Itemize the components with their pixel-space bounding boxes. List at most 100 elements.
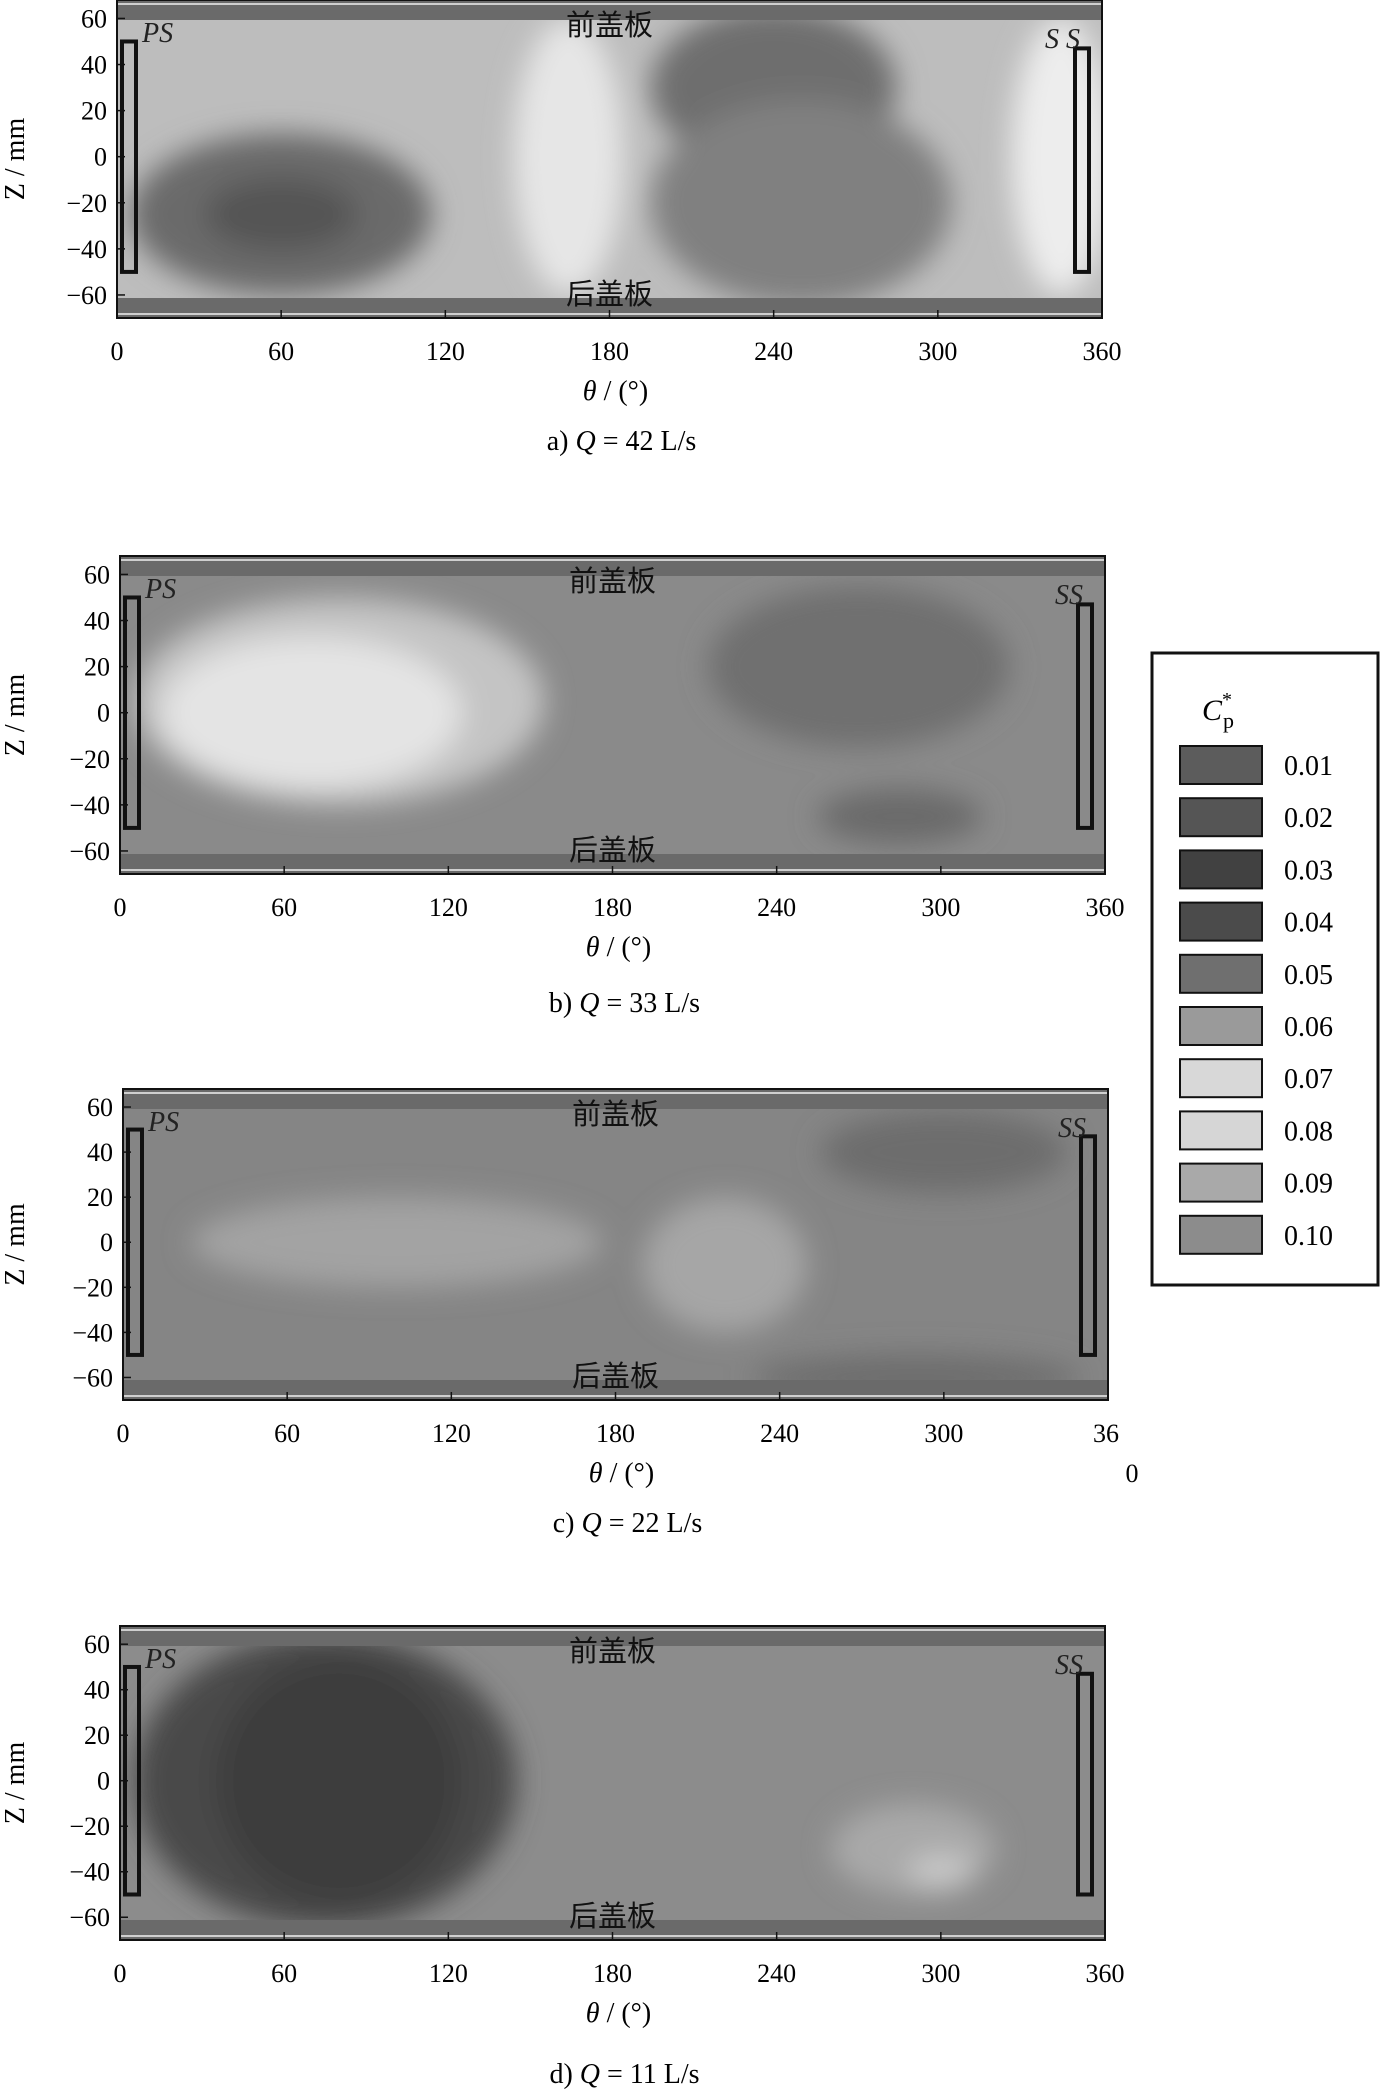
- y-tick-label: 60: [87, 1093, 113, 1122]
- y-tick-label: −60: [72, 1363, 113, 1392]
- contour-field: [123, 1089, 1108, 1400]
- x-tick-label: 300: [921, 893, 960, 922]
- rear-plate-label: 后盖板: [569, 1899, 656, 1933]
- x-tick-label: 120: [432, 1419, 471, 1448]
- x-tick-label: 0: [111, 337, 124, 366]
- legend-label: 0.09: [1284, 1169, 1333, 1200]
- y-axis-label: Z / mm: [0, 1742, 31, 1825]
- x-tick-label: 60: [271, 893, 297, 922]
- rear-plate-label: 后盖板: [569, 833, 656, 867]
- x-tick-label: 240: [757, 1959, 796, 1988]
- contour-region-3: [820, 1111, 1067, 1193]
- x-tick-label: 360: [1086, 1959, 1125, 1988]
- y-tick-label: 20: [87, 1183, 113, 1212]
- suction-side-blade: [1076, 1671, 1094, 1897]
- legend-swatch: [1179, 849, 1263, 890]
- x-tick-label: 60: [274, 1419, 300, 1448]
- panel-caption: d) Q = 11 L/s: [549, 2059, 699, 2090]
- y-tick-label: 60: [81, 4, 107, 33]
- x-tick-label: 120: [426, 337, 465, 366]
- ss-label: SS: [1055, 580, 1083, 611]
- y-axis-label: Z / mm: [0, 674, 31, 757]
- x-tick-label: 120: [429, 1959, 468, 1988]
- x-tick-label: 300: [921, 1959, 960, 1988]
- ps-label: PS: [144, 574, 176, 605]
- y-tick-label: 40: [84, 1676, 110, 1705]
- legend-swatch: [1179, 797, 1263, 838]
- front-plate-label: 前盖板: [572, 1097, 659, 1131]
- legend-label: 0.10: [1284, 1221, 1333, 1252]
- rear-plate-label: 后盖板: [572, 1359, 659, 1393]
- y-tick-label: −20: [66, 189, 107, 218]
- legend-label: 0.01: [1284, 751, 1333, 782]
- x-tick-label: 240: [757, 893, 796, 922]
- contour-region-6: [1011, 18, 1102, 295]
- y-tick-label: 40: [87, 1138, 113, 1167]
- x-tick-label: 0: [117, 1419, 130, 1448]
- x-axis-label: θ / (°): [586, 1998, 651, 2029]
- legend-label: 0.07: [1284, 1064, 1333, 1095]
- ps-label: PS: [144, 1644, 176, 1675]
- x-tick-label: 0: [1126, 1459, 1139, 1488]
- legend-swatch: [1179, 745, 1263, 785]
- y-tick-label: 40: [84, 607, 110, 636]
- y-tick-label: −40: [69, 1858, 110, 1887]
- y-tick-label: 0: [100, 1228, 113, 1257]
- legend-label: 0.02: [1284, 803, 1333, 834]
- legend-label: 0.04: [1284, 908, 1333, 939]
- x-tick-label: 0: [114, 1959, 127, 1988]
- legend-label: 0.06: [1284, 1012, 1333, 1043]
- y-tick-label: −20: [69, 745, 110, 774]
- legend-label: 0.03: [1284, 855, 1333, 886]
- legend-swatch: [1179, 1214, 1263, 1255]
- x-tick-label: 180: [593, 893, 632, 922]
- legend-swatch: [1179, 901, 1263, 942]
- x-tick-label: 0: [114, 893, 127, 922]
- contour-region-4: [908, 1853, 974, 1890]
- legend-swatch: [1179, 1110, 1263, 1151]
- ss-label: S S: [1045, 24, 1080, 55]
- suction-side-blade: [1073, 46, 1091, 274]
- y-axis-label: Z / mm: [0, 1203, 31, 1286]
- legend-title: C* p: [1202, 689, 1234, 733]
- y-tick-label: 60: [84, 1630, 110, 1659]
- legend-label: 0.08: [1284, 1116, 1333, 1147]
- contour-field: [120, 1626, 1105, 1940]
- y-tick-label: 0: [97, 1767, 110, 1796]
- x-tick-label: 60: [268, 337, 294, 366]
- contour-region-2: [642, 1197, 808, 1333]
- legend: C* p 0.01 0.02 0.03 0.04 0.05 0.06 0.07 0.08 0.09 0…: [1150, 651, 1380, 1287]
- contour-field: [120, 556, 1105, 874]
- x-tick-label: 180: [593, 1959, 632, 1988]
- legend-swatch: [1179, 1162, 1263, 1203]
- x-tick-label: 240: [760, 1419, 799, 1448]
- front-plate-label: 前盖板: [566, 8, 653, 42]
- x-tick-label: 60: [271, 1959, 297, 1988]
- ps-label: PS: [141, 18, 173, 49]
- x-tick-label: 300: [918, 337, 957, 366]
- legend-swatch: [1179, 1058, 1263, 1099]
- ps-label: PS: [147, 1107, 179, 1138]
- y-tick-label: 20: [81, 97, 107, 126]
- ss-label: SS: [1058, 1113, 1086, 1144]
- y-tick-label: −60: [66, 281, 107, 310]
- legend-swatch: [1179, 1006, 1263, 1046]
- front-plate-label: 前盖板: [569, 1634, 656, 1668]
- panel-caption: a) Q = 42 L/s: [547, 426, 697, 457]
- contour-region-4: [817, 788, 982, 845]
- x-tick-label: 180: [590, 337, 629, 366]
- x-tick-label: 120: [429, 893, 468, 922]
- y-tick-label: 20: [84, 653, 110, 682]
- legend-label: 0.05: [1284, 960, 1333, 991]
- contour-region-3: [513, 18, 624, 295]
- y-tick-label: −60: [69, 837, 110, 866]
- suction-side-blade: [1076, 602, 1094, 830]
- ss-label: SS: [1055, 1650, 1083, 1681]
- contour-region-2: [204, 177, 358, 252]
- y-tick-label: −20: [72, 1273, 113, 1302]
